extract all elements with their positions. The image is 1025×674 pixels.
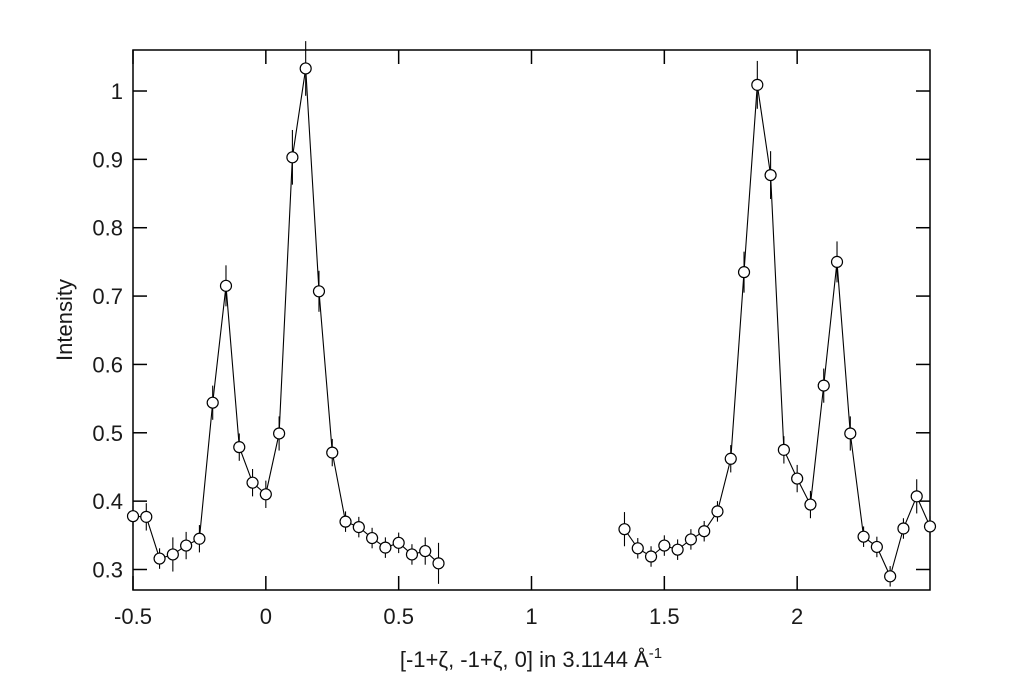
x-axis-label: [-1+ζ, -1+ζ, 0] in 3.1144 Å-1 [400,645,662,672]
data-point [631,542,644,555]
series-line-2 [624,84,931,578]
data-point [259,488,272,501]
data-point [897,522,910,535]
y-tick-label: 0.8 [92,216,123,241]
data-point [751,78,764,91]
y-tick-labels: 0.3 0.4 0.5 0.6 0.7 0.8 0.9 1 [92,79,123,582]
data-point [405,548,419,561]
data-point [206,396,219,409]
data-point [153,552,166,565]
data-point [777,443,790,456]
y-axis-label: Intensity [52,279,77,361]
data-point [817,379,830,392]
y-tick-label: 0.3 [92,557,123,582]
data-point [326,446,339,459]
data-point [857,530,870,543]
data-point [140,510,153,523]
y-tick-label: 0.6 [92,352,123,377]
x-tick-label: -0.5 [114,604,152,629]
data-point [339,515,352,528]
data-point [684,533,698,546]
series-line-1 [132,68,439,564]
data-point [698,525,711,538]
data-point [804,498,817,511]
data-point [910,490,923,503]
data-point [166,548,179,561]
data-point [286,151,299,164]
data-point [273,427,286,440]
x-tick-label: 0.5 [383,604,414,629]
x-axis-label-superscript: -1 [649,645,662,662]
data-point [711,505,724,518]
y-tick-label: 1 [111,79,123,104]
data-point [764,168,777,182]
data-point [246,476,259,489]
data-point [299,62,312,75]
data-point [737,266,751,279]
data-point [923,520,937,533]
data-point [844,427,857,440]
data-point [193,532,206,545]
x-tick-label: 1 [525,604,537,629]
y-tick-label: 0.4 [92,489,123,514]
data-point [126,510,140,523]
x-tick-label: 0 [260,604,272,629]
data-point [432,557,445,570]
x-tick-label: 1.5 [649,604,680,629]
data-point [671,543,684,556]
data-point [312,285,326,298]
data-point [233,441,246,454]
data-point [658,539,671,552]
data-point [870,540,883,554]
data-point [830,255,844,268]
data-point [392,536,405,549]
data-point [724,452,737,465]
y-tick-label: 0.7 [92,284,123,309]
data-point [791,472,804,485]
data-point [884,570,897,583]
data-point [180,539,193,552]
data-point [219,279,233,292]
data-point [618,523,631,536]
data-markers [126,62,937,583]
data-point [644,550,658,563]
x-tick-label: 2 [791,604,803,629]
y-tick-label: 0.5 [92,421,123,446]
data-point [419,544,432,558]
data-point [352,521,365,534]
x-tick-labels: -0.5 0 0.5 1 1.5 2 [114,604,803,629]
data-point [379,541,392,554]
axis-ticks [132,50,930,590]
data-point [366,531,379,545]
y-tick-label: 0.9 [92,147,123,172]
